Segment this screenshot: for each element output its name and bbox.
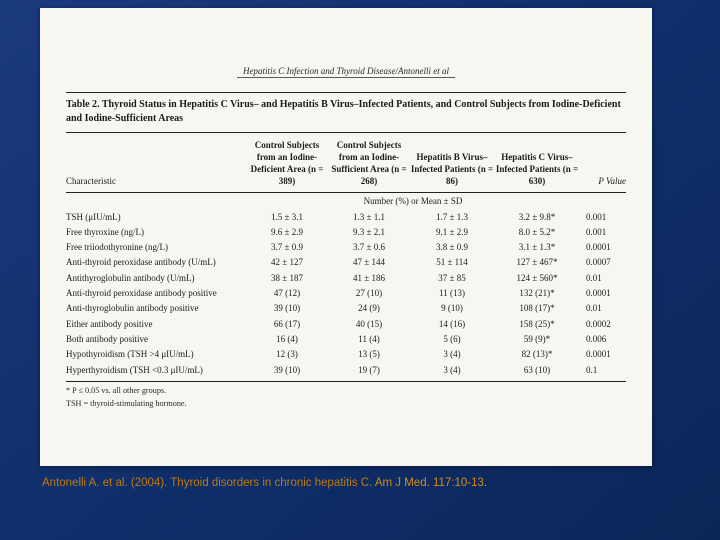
column-header-control-deficient: Control Subjects from an Iodine-Deficien… <box>250 140 324 187</box>
row-value: 19 (7) <box>358 364 380 375</box>
row-value: 13 (5) <box>358 349 380 360</box>
row-value: 1.7 ± 1.3 <box>436 211 468 222</box>
row-label: Anti-thyroid peroxidase antibody positiv… <box>66 288 217 299</box>
table-header-row: Characteristic Control Subjects from an … <box>66 133 626 193</box>
row-label: Both antibody positive <box>66 333 148 344</box>
table-rows: TSH (μIU/mL) 1.5 ± 3.1 1.3 ± 1.1 1.7 ± 1.3 3… <box>66 210 626 382</box>
row-pvalue: 0.001 <box>586 211 607 222</box>
row-value: 132 (21)* <box>519 288 555 299</box>
row-value: 3.7 ± 0.9 <box>271 242 303 253</box>
row-value: 39 (10) <box>273 303 301 314</box>
row-pvalue: 0.0007 <box>586 257 611 268</box>
row-value: 9.1 ± 2.9 <box>436 226 468 237</box>
row-value: 11 (4) <box>358 333 380 344</box>
row-value: 59 (9)* <box>523 333 551 344</box>
row-value: 40 (15) <box>355 318 383 329</box>
table-row: Either antibody positive 66 (17) 40 (15) 14… <box>66 317 626 332</box>
table-row: Hypothyroidism (TSH >4 μIU/mL) 12 (3) 13 (… <box>66 347 626 362</box>
table-subheader-row: Number (%) or Mean ± SD <box>66 193 626 210</box>
row-value: 3 (4) <box>443 364 461 375</box>
table-row: Anti-thyroid peroxidase antibody (U/mL) 4… <box>66 255 626 270</box>
column-header-hbv: Hepatitis B Virus–Infected Patients (n =… <box>410 152 494 187</box>
row-value: 158 (25)* <box>519 318 555 329</box>
row-value: 38 ± 187 <box>271 272 303 283</box>
row-pvalue: 0.0002 <box>586 318 611 329</box>
citation-authors-title: Antonelli A. et al. (2004). Thyroid diso… <box>42 477 375 489</box>
row-label: Anti-thyroid peroxidase antibody (U/mL) <box>66 257 216 268</box>
slide-citation: Antonelli A. et al. (2004). Thyroid diso… <box>42 477 702 489</box>
column-header-characteristic: Characteristic <box>66 176 116 187</box>
table-row: Hyperthyroidism (TSH <0.3 μIU/mL) 39 (10)… <box>66 363 626 378</box>
row-value: 124 ± 560* <box>516 272 558 283</box>
row-pvalue: 0.0001 <box>586 288 611 299</box>
footnote-significance: * P ≤ 0.05 vs. all other groups. <box>66 385 167 395</box>
table-row: TSH (μIU/mL) 1.5 ± 3.1 1.3 ± 1.1 1.7 ± 1.3 3… <box>66 210 626 225</box>
scanned-table-panel: Hepatitis C Infection and Thyroid Diseas… <box>40 8 652 466</box>
table-row: Free thyroxine (ng/L) 9.6 ± 2.9 9.3 ± 2.1 9… <box>66 225 626 240</box>
row-label: Free triiodothyronine (ng/L) <box>66 242 168 253</box>
row-value: 127 ± 467* <box>516 257 558 268</box>
row-label: Hyperthyroidism (TSH <0.3 μIU/mL) <box>66 364 203 375</box>
row-label: Either antibody positive <box>66 318 153 329</box>
row-value: 3 (4) <box>443 349 461 360</box>
row-value: 47 (12) <box>273 288 301 299</box>
row-value: 11 (13) <box>439 288 465 299</box>
row-value: 27 (10) <box>355 288 383 299</box>
row-pvalue: 0.0001 <box>586 242 611 253</box>
journal-running-head: Hepatitis C Infection and Thyroid Diseas… <box>66 66 626 78</box>
row-value: 42 ± 127 <box>271 257 303 268</box>
row-value: 37 ± 85 <box>438 272 466 283</box>
row-value: 63 (10) <box>523 364 551 375</box>
table-footnotes: * P ≤ 0.05 vs. all other groups. TSH = t… <box>66 382 626 410</box>
row-value: 9.6 ± 2.9 <box>271 226 303 237</box>
row-label: Anti-thyroglobulin antibody positive <box>66 303 199 314</box>
row-value: 51 ± 114 <box>436 257 468 268</box>
row-value: 108 (17)* <box>519 303 555 314</box>
row-value: 5 (6) <box>443 333 461 344</box>
row-value: 12 (3) <box>276 349 298 360</box>
row-pvalue: 0.001 <box>586 226 607 237</box>
row-value: 3.2 ± 9.8* <box>518 211 556 222</box>
row-value: 66 (17) <box>273 318 301 329</box>
row-pvalue: 0.1 <box>586 364 598 375</box>
table-row: Anti-thyroglobulin antibody positive 39 (… <box>66 301 626 316</box>
row-value: 47 ± 144 <box>353 257 385 268</box>
row-label: TSH (μIU/mL) <box>66 211 121 222</box>
row-label: Hypothyroidism (TSH >4 μIU/mL) <box>66 349 194 360</box>
row-value: 1.3 ± 1.1 <box>353 211 385 222</box>
row-value: 82 (13)* <box>521 349 553 360</box>
row-value: 24 (9) <box>358 303 380 314</box>
row-label: Free thyroxine (ng/L) <box>66 226 144 237</box>
row-pvalue: 0.01 <box>586 272 602 283</box>
footnote-abbreviation: TSH = thyroid-stimulating hormone. <box>66 398 187 408</box>
row-pvalue: 0.0001 <box>586 349 611 360</box>
row-label: Antithyroglobulin antibody (U/mL) <box>66 272 195 283</box>
row-value: 41 ± 186 <box>353 272 385 283</box>
row-value: 3.8 ± 0.9 <box>436 242 468 253</box>
scan-content: Hepatitis C Infection and Thyroid Diseas… <box>40 8 652 410</box>
running-head-text: Hepatitis C Infection and Thyroid Diseas… <box>237 66 455 78</box>
table-row: Anti-thyroid peroxidase antibody positiv… <box>66 286 626 301</box>
row-value: 39 (10) <box>273 364 301 375</box>
table-title: Table 2. Thyroid Status in Hepatitis C V… <box>66 92 626 133</box>
row-pvalue: 0.006 <box>586 333 607 344</box>
row-value: 1.5 ± 3.1 <box>271 211 303 222</box>
column-header-pvalue: P Value <box>598 176 626 187</box>
row-value: 8.0 ± 5.2* <box>518 226 556 237</box>
column-header-control-sufficient: Control Subjects from an Iodine-Sufficie… <box>331 140 407 187</box>
row-pvalue: 0.01 <box>586 303 602 314</box>
column-header-hcv: Hepatitis C Virus–Infected Patients (n =… <box>495 152 579 187</box>
row-value: 9 (10) <box>441 303 463 314</box>
citation-journal: Am J Med. 117:10-13. <box>374 477 488 489</box>
row-value: 3.1 ± 1.3* <box>518 242 556 253</box>
row-value: 9.3 ± 2.1 <box>353 226 385 237</box>
row-value: 3.7 ± 0.6 <box>353 242 385 253</box>
table-row: Both antibody positive 16 (4) 11 (4) 5 (6) 5… <box>66 332 626 347</box>
table-subheader: Number (%) or Mean ± SD <box>363 195 463 206</box>
row-value: 14 (16) <box>438 318 466 329</box>
table-row: Free triiodothyronine (ng/L) 3.7 ± 0.9 3.7… <box>66 240 626 255</box>
table-row: Antithyroglobulin antibody (U/mL) 38 ± 18… <box>66 271 626 286</box>
row-value: 16 (4) <box>276 333 298 344</box>
